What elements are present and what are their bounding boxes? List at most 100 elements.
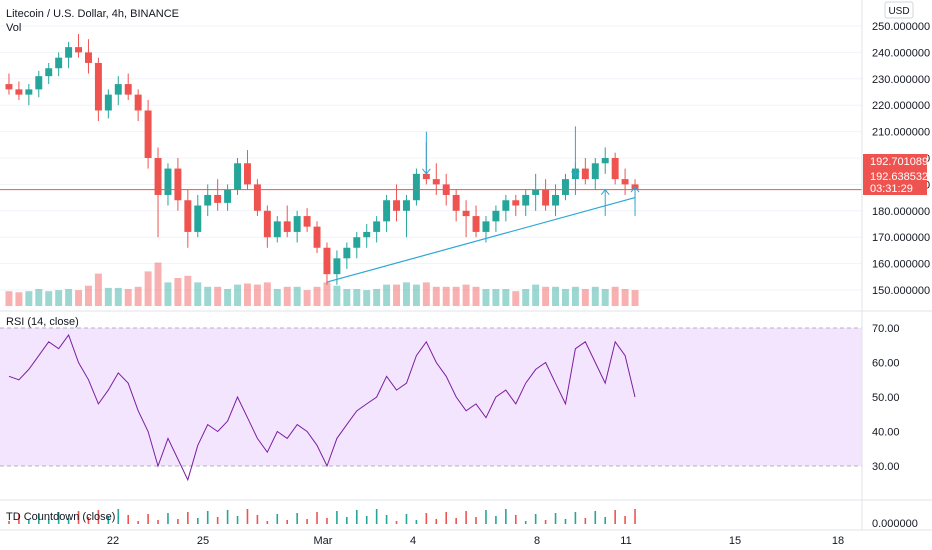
td-bar (177, 519, 179, 524)
volume-bar (15, 292, 23, 306)
volume-bar (174, 278, 182, 306)
last-price-value: 192.701089 (870, 156, 928, 168)
td-bar (236, 516, 239, 524)
volume-bar (134, 286, 142, 306)
volume-bar (283, 286, 291, 306)
td-bar (435, 519, 438, 524)
candle-body (253, 184, 261, 211)
volume-bar (343, 289, 351, 306)
td-bar (495, 516, 497, 524)
candle-body (65, 47, 73, 58)
candle-body (393, 200, 401, 211)
td-bar (554, 513, 557, 524)
candle-body (94, 62, 102, 111)
td-bar (8, 521, 10, 524)
price-tick-label: 150.000000 (872, 285, 930, 297)
candle-body (343, 247, 351, 259)
candle-body (482, 221, 490, 232)
price-tick-label: 180.000000 (872, 206, 930, 218)
candle-body (353, 237, 361, 248)
candle-body (35, 76, 43, 90)
candle-body (144, 110, 152, 158)
candle-body (472, 216, 480, 232)
td-bar (226, 510, 229, 524)
candle-body (283, 221, 291, 232)
td-bar (316, 512, 318, 524)
td-bar (564, 519, 567, 524)
volume-bar (214, 286, 222, 306)
symbol-title[interactable]: Litecoin / U.S. Dollar, 4h, BINANCE (6, 8, 179, 20)
currency-box[interactable] (884, 1, 914, 19)
volume-bar (542, 286, 550, 306)
arrows (421, 126, 640, 217)
candle-body (313, 226, 321, 248)
td-bar (505, 509, 507, 524)
candle-body (492, 210, 500, 222)
candle-body (512, 200, 520, 206)
td-bar (137, 521, 139, 524)
td-bar (167, 513, 169, 524)
volume-bar (552, 286, 560, 306)
candle-body (224, 189, 232, 203)
td-bar (534, 514, 537, 524)
td-bar (187, 512, 189, 524)
volume-bar (303, 290, 311, 306)
td-bar (355, 510, 358, 524)
volume-bar (154, 262, 162, 306)
td-bar (614, 510, 616, 524)
volume-bar (402, 282, 410, 306)
volume-bar (293, 286, 301, 306)
candle-body (243, 163, 251, 185)
volume-bar (25, 291, 33, 306)
volume-bar (512, 291, 520, 306)
rsi-tick-label: 70.00 (872, 323, 900, 335)
volume-bar (65, 289, 73, 306)
volume-bar (462, 284, 470, 306)
volume-bar (581, 289, 589, 306)
rsi-axis[interactable]: 70.00 60.00 50.00 40.00 30.00 (872, 323, 900, 473)
td-bar (584, 518, 587, 524)
volume-bar (591, 286, 599, 306)
td-bar (47, 519, 50, 524)
trendline[interactable] (326, 197, 636, 283)
td-bar (346, 517, 348, 524)
td-bar (216, 517, 219, 524)
volume-bars (5, 262, 639, 306)
td-bar (107, 516, 110, 524)
candle-body (581, 168, 589, 180)
td-bar (127, 515, 130, 524)
volume-label[interactable]: Vol (6, 22, 21, 34)
volume-bar (273, 289, 281, 306)
price-tick-label: 230.000000 (872, 74, 930, 86)
candle-body (452, 194, 460, 211)
time-axis[interactable]: 22 25 Mar 4 8 11 15 18 (107, 535, 844, 547)
volume-bar (383, 284, 391, 306)
candle-body (532, 189, 540, 195)
candle-body (124, 84, 132, 95)
candle-body (591, 163, 599, 180)
volume-bar (393, 284, 401, 306)
candle-body (55, 57, 63, 69)
td-bar (326, 518, 328, 524)
candle-body (174, 168, 182, 201)
td-title[interactable]: TD Countdown (close) (6, 511, 115, 523)
arrow-head (571, 171, 580, 178)
td-bar (37, 513, 40, 524)
rsi-title[interactable]: RSI (14, close) (6, 316, 79, 328)
volume-bar (144, 271, 152, 306)
candle-body (25, 89, 33, 95)
candle-body (194, 205, 202, 232)
candle-body (402, 200, 410, 211)
time-tick-label: 4 (410, 535, 416, 547)
candle-body (561, 179, 569, 195)
volume-bar (104, 287, 112, 306)
volume-bar (363, 290, 371, 306)
candle-body (333, 258, 341, 275)
price-tick-label: 210.000000 (872, 127, 930, 139)
td-bar (385, 515, 388, 524)
volume-bar (114, 287, 122, 306)
td-bar (405, 514, 408, 524)
td-bar (157, 520, 159, 524)
candle-body (422, 173, 430, 180)
time-tick-label: 15 (729, 535, 741, 547)
